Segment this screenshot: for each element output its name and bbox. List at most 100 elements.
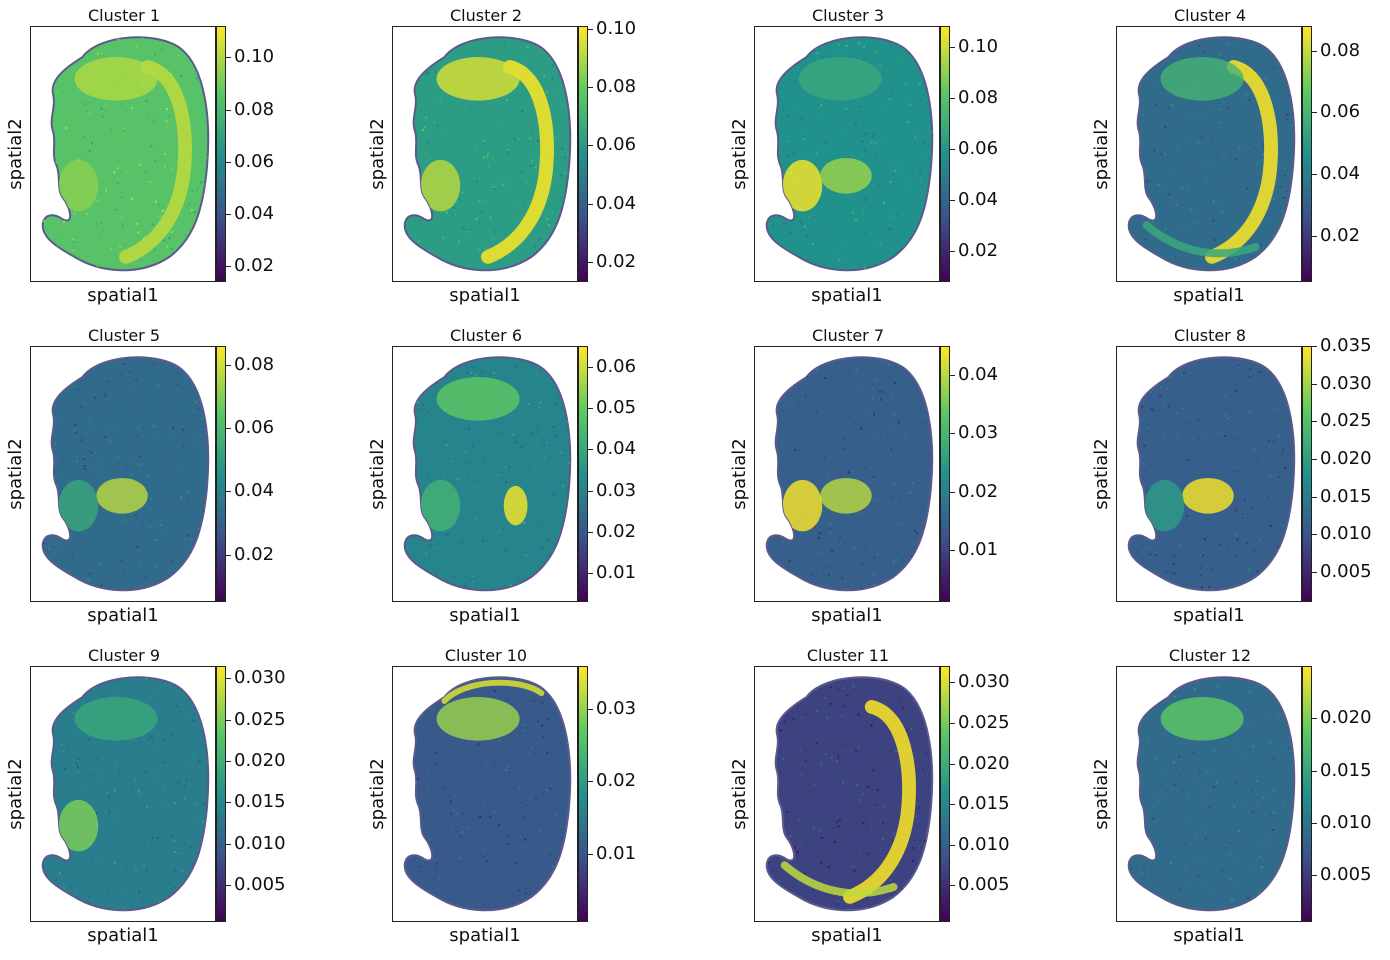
spot: [110, 279, 112, 281]
spot: [1224, 435, 1226, 437]
spot: [1285, 362, 1287, 364]
spot: [421, 822, 423, 824]
spot: [444, 895, 446, 897]
spot: [895, 170, 897, 172]
tick-label: 0.10: [596, 19, 636, 39]
spot: [60, 408, 62, 410]
x-axis-label: spatial1: [30, 285, 216, 306]
spot: [488, 275, 490, 277]
spot: [504, 279, 506, 281]
spot: [527, 752, 529, 754]
spot: [160, 48, 162, 50]
spatial-plot: [754, 666, 940, 922]
spot: [77, 389, 79, 391]
spot: [531, 432, 533, 434]
spot: [1158, 29, 1160, 31]
colorbar-tick: 0.06: [588, 357, 658, 377]
spot: [1218, 455, 1220, 457]
panel-title: Cluster 7: [754, 326, 942, 345]
spot: [757, 67, 759, 69]
spot: [213, 842, 215, 844]
spot: [203, 74, 205, 76]
spot: [156, 744, 158, 746]
spot: [1268, 89, 1270, 91]
spot: [38, 495, 40, 497]
spot: [460, 675, 462, 677]
spot: [563, 669, 565, 671]
spot: [550, 788, 552, 790]
spot: [566, 354, 568, 356]
spot: [1295, 596, 1297, 598]
spot: [424, 30, 426, 32]
spot: [136, 354, 138, 356]
spot: [900, 351, 902, 353]
spot: [1134, 742, 1136, 744]
tick-mark: [950, 98, 955, 99]
spot: [1218, 881, 1220, 883]
spot: [472, 445, 474, 447]
spot: [931, 517, 933, 519]
spot: [1185, 452, 1187, 454]
spot: [435, 272, 437, 274]
spot: [891, 396, 893, 398]
spot: [931, 416, 933, 418]
spot: [1159, 791, 1161, 793]
spot: [175, 700, 177, 702]
spot: [1219, 122, 1221, 124]
spot: [565, 367, 567, 369]
spot: [75, 893, 77, 895]
spot: [76, 239, 78, 241]
spot: [419, 213, 421, 215]
spot: [785, 260, 787, 262]
spot: [66, 78, 68, 80]
spot: [433, 366, 435, 368]
spot: [498, 511, 500, 513]
spot: [456, 826, 458, 828]
spot: [114, 862, 116, 864]
spot: [117, 182, 119, 184]
hotspot-face: [421, 160, 461, 211]
spot: [830, 802, 832, 804]
spot: [1248, 691, 1250, 693]
spot: [560, 174, 562, 176]
spot: [912, 589, 914, 591]
spot: [55, 840, 57, 842]
spot: [1165, 791, 1167, 793]
spot: [874, 499, 876, 501]
spot: [46, 383, 48, 385]
spot: [1288, 224, 1290, 226]
spot: [518, 854, 520, 856]
spot: [1152, 221, 1154, 223]
spot: [1190, 387, 1192, 389]
spot: [1290, 690, 1292, 692]
spot: [539, 265, 541, 267]
spot: [937, 388, 939, 390]
spot: [121, 196, 123, 198]
spot: [550, 275, 552, 277]
spot: [1201, 41, 1203, 43]
spot: [551, 77, 553, 79]
tick-label: 0.04: [234, 204, 274, 224]
spot: [51, 798, 53, 800]
spot: [1134, 749, 1136, 751]
spot: [823, 239, 825, 241]
spot: [812, 245, 814, 247]
spot: [776, 351, 778, 353]
spot: [1155, 758, 1157, 760]
colorbar-tick: 0.010: [226, 834, 296, 854]
spot: [399, 546, 401, 548]
spot: [466, 181, 468, 183]
spot: [1166, 571, 1168, 573]
spot: [905, 436, 907, 438]
spot: [760, 840, 762, 842]
colorbar-tick: 0.04: [588, 439, 658, 459]
spot: [1194, 688, 1196, 690]
spot: [54, 552, 56, 554]
spot: [1244, 33, 1246, 35]
spot: [131, 790, 133, 792]
spot: [832, 913, 834, 915]
spot: [55, 879, 57, 881]
spot: [123, 580, 125, 582]
spot: [169, 237, 171, 239]
spot: [518, 889, 520, 891]
